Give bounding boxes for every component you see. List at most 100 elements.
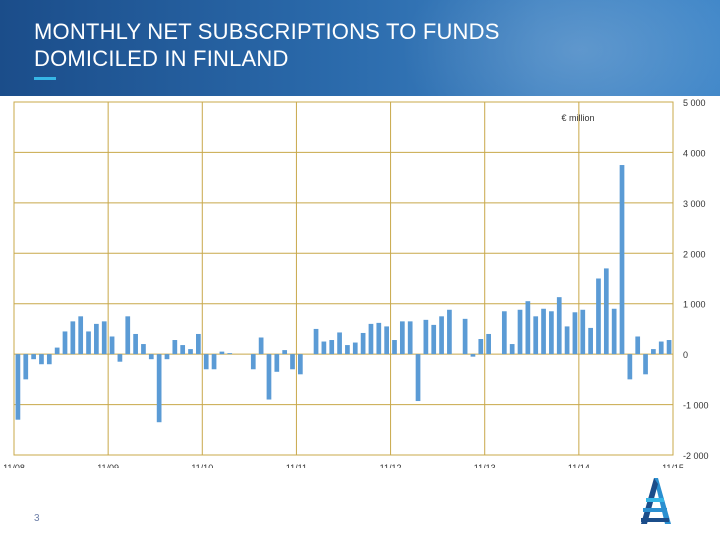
- data-bar: [525, 301, 531, 355]
- data-bar: [541, 308, 546, 355]
- data-bar: [101, 321, 107, 355]
- data-bar: [619, 165, 625, 355]
- data-bar: [399, 321, 405, 355]
- data-bar: [611, 308, 617, 355]
- data-bar: [376, 322, 382, 355]
- data-bar: [46, 354, 52, 365]
- data-bar: [533, 316, 539, 355]
- data-bar: [86, 331, 91, 355]
- data-bar: [297, 354, 303, 375]
- data-bar: [94, 323, 99, 355]
- x-tick-label: 11/13: [474, 463, 496, 468]
- data-bar: [384, 326, 390, 355]
- y-tick-label: 1 000: [683, 300, 706, 310]
- y-tick-label: 3 000: [683, 199, 706, 209]
- title-accent-bar: [34, 77, 56, 80]
- data-bar: [439, 316, 444, 355]
- data-bar: [603, 268, 609, 355]
- data-bar: [156, 354, 162, 423]
- data-bar: [447, 309, 452, 355]
- y-tick-label: 5 000: [683, 98, 706, 108]
- data-bar: [556, 297, 562, 355]
- data-bar: [250, 354, 256, 370]
- y-tick-label: 4 000: [683, 148, 706, 158]
- x-tick-label: 11/09: [97, 463, 119, 468]
- x-tick-label: 11/10: [191, 463, 213, 468]
- data-bar: [54, 347, 60, 355]
- data-bar: [368, 323, 374, 355]
- data-bar: [666, 340, 672, 355]
- data-bar: [431, 324, 437, 355]
- data-bar: [313, 328, 319, 355]
- x-tick-label: 11/08: [3, 463, 25, 468]
- data-bar: [478, 339, 484, 355]
- data-bar: [141, 344, 146, 355]
- data-bar: [360, 332, 366, 355]
- unit-label: € million: [561, 113, 594, 123]
- data-bar: [549, 311, 554, 355]
- x-tick-label: 11/12: [380, 463, 402, 468]
- data-bar: [290, 354, 295, 370]
- data-bar: [337, 332, 342, 355]
- data-bar: [62, 331, 68, 355]
- data-bar: [282, 350, 288, 355]
- data-bar: [164, 354, 170, 360]
- data-bar: [588, 327, 593, 355]
- data-bar: [564, 326, 570, 355]
- data-bar: [486, 333, 491, 355]
- data-bar: [39, 354, 44, 365]
- data-bar: [109, 336, 115, 355]
- data-bar: [407, 321, 413, 355]
- slide-title: MONTHLY NET SUBSCRIPTIONS TO FUNDS DOMIC…: [34, 18, 500, 72]
- data-bar: [274, 354, 280, 372]
- data-bar: [627, 354, 633, 380]
- data-bar: [78, 316, 84, 355]
- data-bar: [415, 354, 421, 402]
- header-decoration: [400, 0, 720, 96]
- y-tick-label: 0: [683, 350, 688, 360]
- data-bar: [658, 341, 664, 355]
- data-bar: [321, 341, 327, 355]
- page-number: 3: [34, 513, 40, 524]
- x-tick-label: 11/14: [568, 463, 590, 468]
- data-bar: [635, 336, 641, 355]
- data-bar: [462, 318, 468, 355]
- x-tick-label: 11/11: [286, 463, 307, 468]
- data-bar: [392, 340, 397, 355]
- data-bar: [172, 340, 178, 355]
- data-bar: [196, 333, 201, 355]
- data-bar: [219, 351, 225, 355]
- data-bar: [31, 354, 36, 360]
- data-bar: [227, 353, 233, 355]
- data-bar: [423, 319, 429, 355]
- y-tick-label: -1 000: [683, 401, 709, 411]
- y-tick-label: -2 000: [683, 451, 709, 461]
- data-bar: [352, 342, 358, 355]
- data-bar: [501, 311, 507, 355]
- y-tick-label: 2 000: [683, 249, 706, 259]
- data-bar: [258, 337, 264, 355]
- subscriptions-bar-chart: 5 000 4 000 3 000 2 000 1 000 0 -1 000 -2 000 11…: [3, 98, 709, 468]
- data-bar: [643, 354, 648, 375]
- data-bar: [15, 354, 21, 420]
- slide-title-line-2: DOMICILED IN FINLAND: [34, 46, 289, 71]
- stylized-a-logo-icon: [641, 478, 671, 524]
- data-bar: [117, 354, 123, 362]
- data-bar: [188, 349, 193, 355]
- data-bar: [470, 354, 476, 357]
- data-bar: [148, 354, 154, 360]
- data-bar: [580, 309, 586, 355]
- data-bar: [266, 354, 272, 400]
- slide-header: MONTHLY NET SUBSCRIPTIONS TO FUNDS DOMIC…: [0, 0, 720, 96]
- plot-frame: [13, 101, 674, 456]
- data-bar: [203, 354, 209, 370]
- data-bar: [509, 344, 515, 355]
- data-bar: [651, 349, 656, 355]
- slide-title-line-1: MONTHLY NET SUBSCRIPTIONS TO FUNDS: [34, 19, 500, 44]
- data-bar: [133, 333, 138, 355]
- data-bar: [125, 316, 131, 355]
- data-bar: [70, 321, 76, 355]
- data-bar: [572, 312, 578, 355]
- data-bar: [329, 340, 335, 355]
- data-bar: [596, 278, 601, 355]
